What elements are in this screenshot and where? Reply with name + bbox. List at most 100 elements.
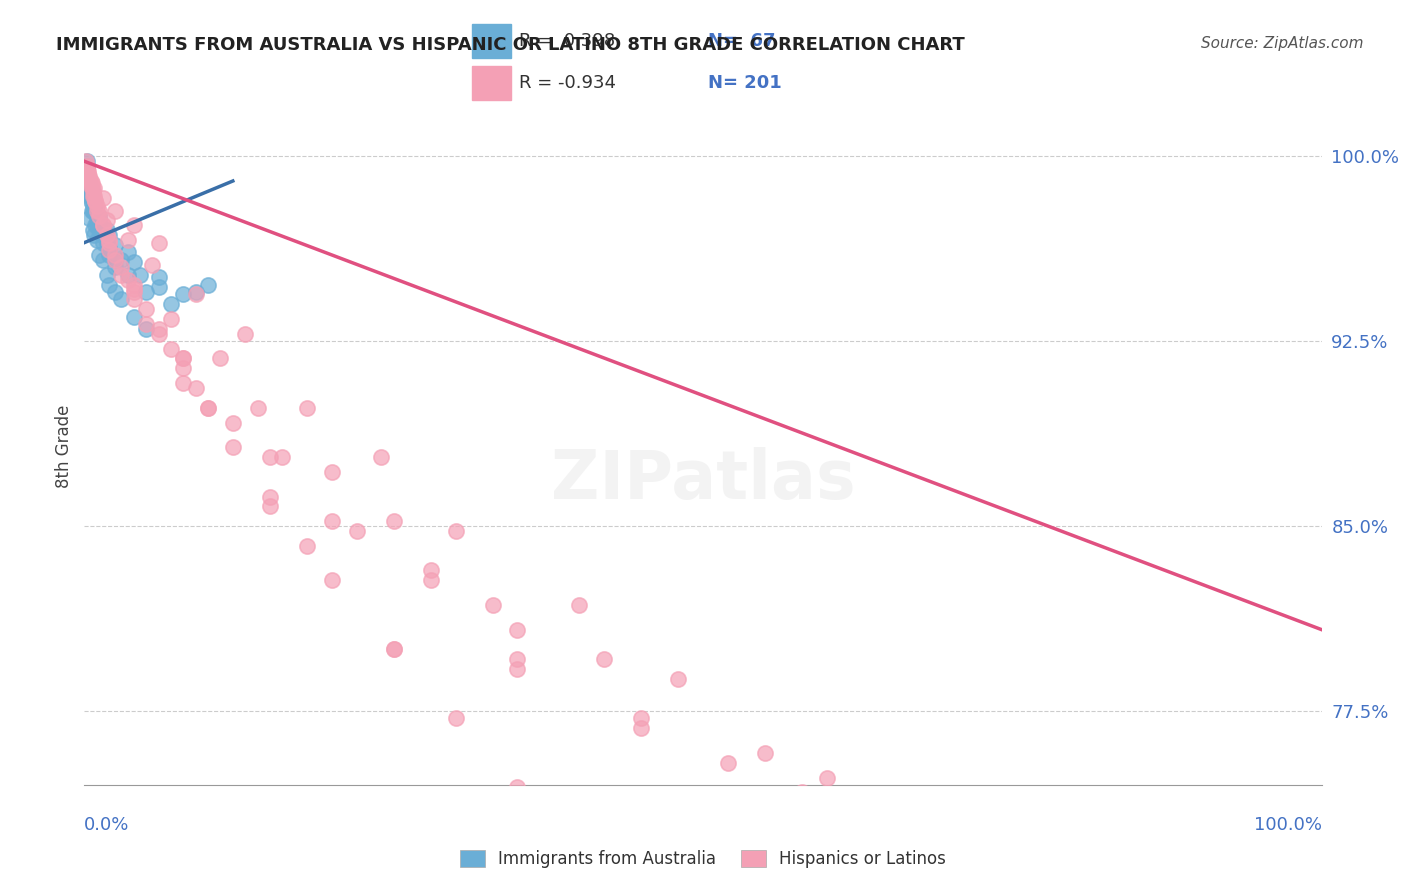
Point — [568, 839, 591, 854]
Point — [104, 252, 127, 267]
Point — [77, 186, 100, 201]
Point — [98, 241, 121, 255]
Point — [96, 223, 118, 237]
Point — [79, 194, 101, 208]
Bar — [472, 66, 512, 100]
Point — [172, 287, 194, 301]
Point — [148, 322, 170, 336]
Point — [83, 201, 105, 215]
Point — [117, 233, 139, 247]
Text: N= 201: N= 201 — [709, 74, 782, 92]
Point — [148, 326, 170, 341]
Point — [91, 252, 114, 267]
Point — [91, 228, 114, 243]
Point — [84, 194, 107, 208]
Point — [382, 514, 405, 528]
Point — [84, 194, 107, 208]
Point — [148, 280, 170, 294]
Point — [89, 248, 111, 262]
Point — [82, 188, 104, 202]
Point — [82, 184, 104, 198]
Point — [104, 252, 127, 267]
Point — [160, 297, 183, 311]
Point — [79, 178, 101, 193]
Point — [83, 196, 105, 211]
Point — [89, 213, 111, 227]
Point — [76, 174, 98, 188]
Point — [321, 514, 343, 528]
Point — [346, 524, 368, 538]
Point — [98, 277, 121, 292]
Point — [98, 243, 121, 257]
Point — [96, 268, 118, 282]
Bar — [472, 24, 512, 58]
Point — [76, 159, 98, 173]
Point — [506, 623, 529, 637]
Point — [82, 199, 104, 213]
Point — [148, 270, 170, 285]
Point — [79, 178, 101, 193]
Point — [91, 219, 114, 233]
Point — [295, 539, 318, 553]
Point — [79, 188, 101, 202]
Point — [135, 317, 157, 331]
Point — [135, 285, 157, 299]
Point — [86, 219, 108, 233]
Point — [815, 771, 838, 785]
Point — [321, 465, 343, 479]
Point — [98, 248, 121, 262]
Point — [91, 235, 114, 250]
Point — [76, 161, 98, 176]
Point — [104, 260, 127, 275]
Point — [77, 174, 100, 188]
Point — [77, 167, 100, 181]
Text: Source: ZipAtlas.com: Source: ZipAtlas.com — [1201, 36, 1364, 51]
Legend: Immigrants from Australia, Hispanics or Latinos: Immigrants from Australia, Hispanics or … — [453, 843, 953, 875]
Point — [135, 302, 157, 317]
Point — [82, 203, 104, 218]
Point — [122, 255, 145, 269]
Point — [84, 219, 107, 233]
Point — [246, 401, 269, 415]
Point — [841, 814, 863, 829]
Point — [382, 642, 405, 657]
Point — [104, 248, 127, 262]
Point — [259, 450, 281, 464]
Point — [83, 181, 105, 195]
Point — [98, 235, 121, 250]
Point — [506, 662, 529, 676]
Point — [77, 164, 100, 178]
Text: R =  0.398: R = 0.398 — [519, 32, 616, 50]
Point — [122, 285, 145, 299]
Point — [295, 401, 318, 415]
Point — [86, 203, 108, 218]
Point — [419, 574, 441, 588]
Point — [184, 287, 207, 301]
Point — [129, 268, 152, 282]
Point — [271, 450, 294, 464]
Point — [481, 598, 503, 612]
Point — [77, 169, 100, 183]
Point — [568, 849, 591, 863]
Point — [79, 181, 101, 195]
Text: IMMIGRANTS FROM AUSTRALIA VS HISPANIC OR LATINO 8TH GRADE CORRELATION CHART: IMMIGRANTS FROM AUSTRALIA VS HISPANIC OR… — [56, 36, 965, 54]
Point — [96, 213, 118, 227]
Point — [939, 845, 962, 859]
Point — [96, 235, 118, 250]
Point — [96, 228, 118, 243]
Point — [79, 211, 101, 225]
Point — [122, 283, 145, 297]
Point — [80, 191, 103, 205]
Point — [86, 211, 108, 225]
Point — [86, 199, 108, 213]
Point — [98, 228, 121, 243]
Point — [86, 233, 108, 247]
Point — [80, 177, 103, 191]
Point — [259, 500, 281, 514]
Point — [717, 756, 740, 770]
Point — [568, 598, 591, 612]
Point — [110, 268, 132, 282]
Point — [197, 277, 219, 292]
Point — [76, 164, 98, 178]
Point — [841, 820, 863, 834]
